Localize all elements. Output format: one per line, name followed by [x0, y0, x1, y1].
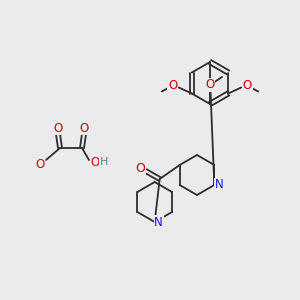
Text: O: O: [35, 158, 45, 170]
Text: O: O: [168, 79, 177, 92]
Text: O: O: [136, 163, 146, 176]
Text: H: H: [100, 157, 108, 167]
Text: O: O: [243, 79, 252, 92]
Text: O: O: [206, 79, 214, 92]
Text: O: O: [53, 122, 63, 134]
Text: N: N: [215, 178, 224, 191]
Text: N: N: [154, 215, 163, 229]
Text: O: O: [90, 155, 100, 169]
Text: O: O: [80, 122, 88, 134]
